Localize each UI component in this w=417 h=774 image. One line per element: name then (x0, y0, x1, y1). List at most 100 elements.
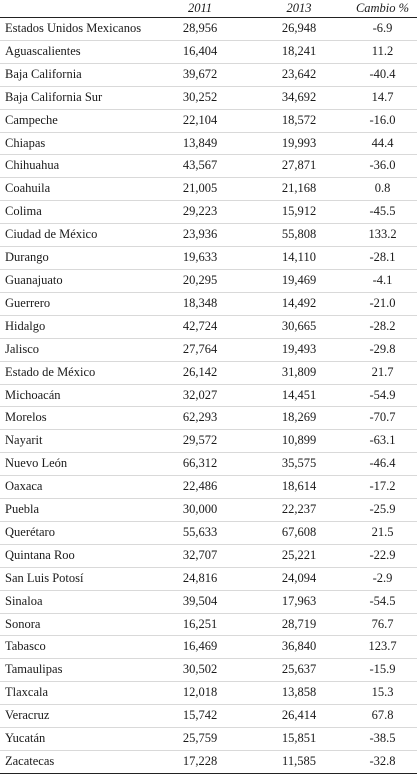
table-row: Nayarit 29,572 10,899 -63.1 (0, 429, 417, 454)
state-cell: Coahuila (0, 177, 150, 202)
state-cell: Veracruz (0, 704, 150, 729)
change-percent-cell: 14.7 (348, 86, 417, 110)
change-percent-cell: -40.4 (348, 63, 417, 87)
change-percent-cell: -17.2 (348, 475, 417, 500)
table-row: Tabasco 16,469 36,840 123.7 (0, 635, 417, 660)
value-2011-cell: 55,633 (150, 521, 250, 545)
change-percent-cell: 67.8 (348, 704, 417, 729)
change-percent-cell: -16.0 (348, 109, 417, 133)
change-percent-cell: -25.9 (348, 498, 417, 522)
value-2011-cell: 17,228 (150, 750, 250, 774)
value-2013-cell: 18,269 (250, 406, 348, 431)
value-2013-cell: 27,871 (250, 154, 348, 179)
table-row: Quintana Roo 32,707 25,221 -22.9 (0, 544, 417, 568)
state-cell: Campeche (0, 109, 150, 133)
value-2011-cell: 27,764 (150, 338, 250, 362)
change-percent-cell: -45.5 (348, 200, 417, 225)
state-cell: Durango (0, 246, 150, 270)
value-2011-cell: 23,936 (150, 223, 250, 248)
value-2013-cell: 14,110 (250, 246, 348, 270)
value-2013-cell: 19,469 (250, 269, 348, 293)
table-row: San Luis Potosí 24,816 24,094 -2.9 (0, 567, 417, 591)
value-2011-cell: 12,018 (150, 681, 250, 706)
value-2011-cell: 28,956 (150, 17, 250, 41)
value-2013-cell: 28,719 (250, 613, 348, 637)
state-cell: Estados Unidos Mexicanos (0, 17, 150, 41)
value-2013-cell: 23,642 (250, 63, 348, 87)
state-cell: Morelos (0, 406, 150, 431)
table-row: Jalisco 27,764 19,493 -29.8 (0, 338, 417, 362)
state-cell: Baja California Sur (0, 86, 150, 110)
value-2011-cell: 16,469 (150, 635, 250, 660)
change-percent-cell: -32.8 (348, 750, 417, 774)
change-percent-cell: -22.9 (348, 544, 417, 568)
table-row: Durango 19,633 14,110 -28.1 (0, 246, 417, 270)
value-2013-cell: 55,808 (250, 223, 348, 248)
table-row: Guerrero 18,348 14,492 -21.0 (0, 292, 417, 316)
state-cell: Tamaulipas (0, 658, 150, 683)
change-percent-cell: -46.4 (348, 452, 417, 477)
table-row: Chihuahua 43,567 27,871 -36.0 (0, 154, 417, 179)
table-row: Sonora 16,251 28,719 76.7 (0, 613, 417, 637)
value-2011-cell: 24,816 (150, 567, 250, 591)
change-percent-cell: 0.8 (348, 177, 417, 202)
value-2011-cell: 39,504 (150, 590, 250, 614)
change-percent-cell: -15.9 (348, 658, 417, 683)
change-percent-cell: -21.0 (348, 292, 417, 316)
value-2011-cell: 18,348 (150, 292, 250, 316)
change-percent-cell: -2.9 (348, 567, 417, 591)
change-percent-cell: -29.8 (348, 338, 417, 362)
table-row: Estado de México 26,142 31,809 21.7 (0, 361, 417, 385)
value-2013-cell: 19,493 (250, 338, 348, 362)
value-2011-cell: 39,672 (150, 63, 250, 87)
table-row: Morelos 62,293 18,269 -70.7 (0, 406, 417, 431)
table-row: Veracruz 15,742 26,414 67.8 (0, 704, 417, 729)
table-row: Zacatecas 17,228 11,585 -32.8 (0, 750, 417, 774)
value-2011-cell: 30,502 (150, 658, 250, 683)
state-cell: Yucatán (0, 727, 150, 751)
value-2011-cell: 30,000 (150, 498, 250, 522)
value-2011-cell: 29,572 (150, 429, 250, 454)
table-row: Ciudad de México 23,936 55,808 133.2 (0, 223, 417, 248)
state-cell: Chihuahua (0, 154, 150, 179)
value-2013-cell: 25,221 (250, 544, 348, 568)
table-row: Campeche 22,104 18,572 -16.0 (0, 109, 417, 133)
value-2011-cell: 66,312 (150, 452, 250, 477)
value-2011-cell: 21,005 (150, 177, 250, 202)
change-percent-cell: 21.7 (348, 361, 417, 385)
change-percent-cell: -38.5 (348, 727, 417, 751)
table-row: Hidalgo 42,724 30,665 -28.2 (0, 315, 417, 339)
state-cell: Hidalgo (0, 315, 150, 339)
change-percent-cell: 11.2 (348, 40, 417, 64)
change-percent-cell: -28.1 (348, 246, 417, 270)
value-2013-cell: 24,094 (250, 567, 348, 591)
value-2011-cell: 16,251 (150, 613, 250, 637)
value-2013-cell: 31,809 (250, 361, 348, 385)
change-percent-cell: 123.7 (348, 635, 417, 660)
value-2011-cell: 32,027 (150, 384, 250, 408)
table-row: Aguascalientes 16,404 18,241 11.2 (0, 40, 417, 64)
state-cell: Sinaloa (0, 590, 150, 614)
table-row: Puebla 30,000 22,237 -25.9 (0, 498, 417, 522)
value-2013-cell: 11,585 (250, 750, 348, 774)
value-2013-cell: 18,241 (250, 40, 348, 64)
value-2011-cell: 43,567 (150, 154, 250, 179)
state-cell: Quintana Roo (0, 544, 150, 568)
state-cell: Colima (0, 200, 150, 225)
state-cell: Puebla (0, 498, 150, 522)
table-body: Estados Unidos Mexicanos 28,956 26,948 -6.9… (0, 17, 417, 774)
state-cell: Nayarit (0, 429, 150, 454)
value-2011-cell: 42,724 (150, 315, 250, 339)
change-percent-cell: 133.2 (348, 223, 417, 248)
change-percent-cell: 21.5 (348, 521, 417, 545)
change-percent-cell: -36.0 (348, 154, 417, 179)
value-2013-cell: 14,451 (250, 384, 348, 408)
state-cell: Zacatecas (0, 750, 150, 774)
value-2013-cell: 15,851 (250, 727, 348, 751)
state-cell: San Luis Potosí (0, 567, 150, 591)
value-2013-cell: 13,858 (250, 681, 348, 706)
table-header: 2011 2013 Cambio % (0, 0, 417, 18)
value-2011-cell: 62,293 (150, 406, 250, 431)
table-row: Colima 29,223 15,912 -45.5 (0, 200, 417, 225)
